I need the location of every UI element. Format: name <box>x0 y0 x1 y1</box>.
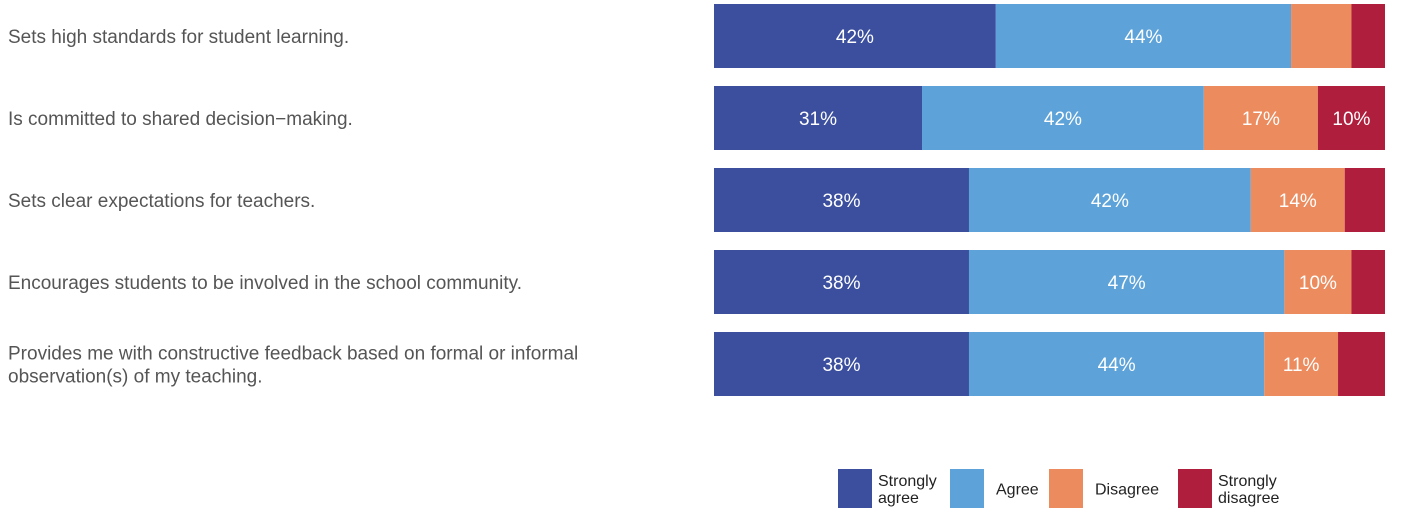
legend-swatch <box>950 469 984 508</box>
bar-segment <box>714 168 969 232</box>
legend-label-line: Agree <box>996 482 1039 499</box>
data-label: 47% <box>1108 273 1146 294</box>
bar-segment <box>1351 4 1385 68</box>
bar-segment <box>1291 4 1352 68</box>
legend-label-line: agree <box>878 490 919 507</box>
bar-segment <box>968 332 1265 396</box>
legend-swatch <box>1049 469 1083 508</box>
legend-label-line: disagree <box>1218 490 1279 507</box>
data-label: 38% <box>822 191 860 212</box>
data-label: 42% <box>1044 109 1082 130</box>
data-label: 44% <box>1124 27 1162 48</box>
category-label: Sets high standards for student learning… <box>8 27 349 48</box>
data-label: 38% <box>822 355 860 376</box>
data-label: 14% <box>1279 191 1317 212</box>
bar-segment <box>995 4 1292 68</box>
data-label: 10% <box>1332 109 1370 130</box>
bar-segment <box>1344 168 1385 232</box>
legend-label-line: Disagree <box>1095 482 1159 499</box>
legend-label: Strongly agree <box>878 473 937 507</box>
data-label: 44% <box>1098 355 1136 376</box>
legend-label-line: Strongly <box>1218 473 1277 490</box>
data-label: 42% <box>1091 191 1129 212</box>
category-label-line: observation(s) of my teaching. <box>8 367 263 388</box>
legend-label-line: Strongly <box>878 473 937 490</box>
bar-segment <box>1338 332 1385 396</box>
legend-label: Agree <box>996 482 1039 499</box>
data-label: 31% <box>799 109 837 130</box>
bar-segment <box>714 250 969 314</box>
category-label: Provides me with constructive feedback b… <box>8 344 578 388</box>
bar-segment <box>968 168 1251 232</box>
category-label-line: Provides me with constructive feedback b… <box>8 344 578 365</box>
data-label: 38% <box>822 273 860 294</box>
bar-segment <box>1203 86 1318 150</box>
category-label-line: Is committed to shared decision−making. <box>8 109 353 130</box>
bar-segment <box>1250 168 1345 232</box>
bar-segment <box>1264 332 1339 396</box>
legend-label: Disagree <box>1095 482 1159 499</box>
category-label: Sets clear expectations for teachers. <box>8 191 315 212</box>
legend-label: Strongly disagree <box>1218 473 1279 507</box>
data-label: 10% <box>1299 273 1337 294</box>
category-label: Encourages students to be involved in th… <box>8 273 522 294</box>
category-label: Is committed to shared decision−making. <box>8 109 353 130</box>
data-label: 17% <box>1242 109 1280 130</box>
bar-segment <box>714 86 923 150</box>
data-label: 42% <box>836 27 874 48</box>
category-label-line: Encourages students to be involved in th… <box>8 273 522 294</box>
data-label: 11% <box>1283 355 1320 376</box>
bar-segment <box>714 332 969 396</box>
bar-segment <box>1317 86 1385 150</box>
bar-segment <box>968 250 1285 314</box>
bar-segment <box>1284 250 1352 314</box>
legend: Strongly agree Agree Disagree Strongly disagr… <box>838 469 1279 508</box>
legend-swatch <box>1178 469 1212 508</box>
legend-swatch <box>838 469 872 508</box>
bar-segment <box>922 86 1204 150</box>
bars: 42% 44% 31% 42% 17% 10% 38% 42% 14% 38% 47% 10% 38% 4… <box>714 4 1385 396</box>
category-label-line: Sets high standards for student learning… <box>8 27 349 48</box>
bar-segment <box>1351 250 1385 314</box>
bar-segment <box>714 4 996 68</box>
category-labels: Sets high standards for student learning… <box>8 27 578 388</box>
category-label-line: Sets clear expectations for teachers. <box>8 191 315 212</box>
